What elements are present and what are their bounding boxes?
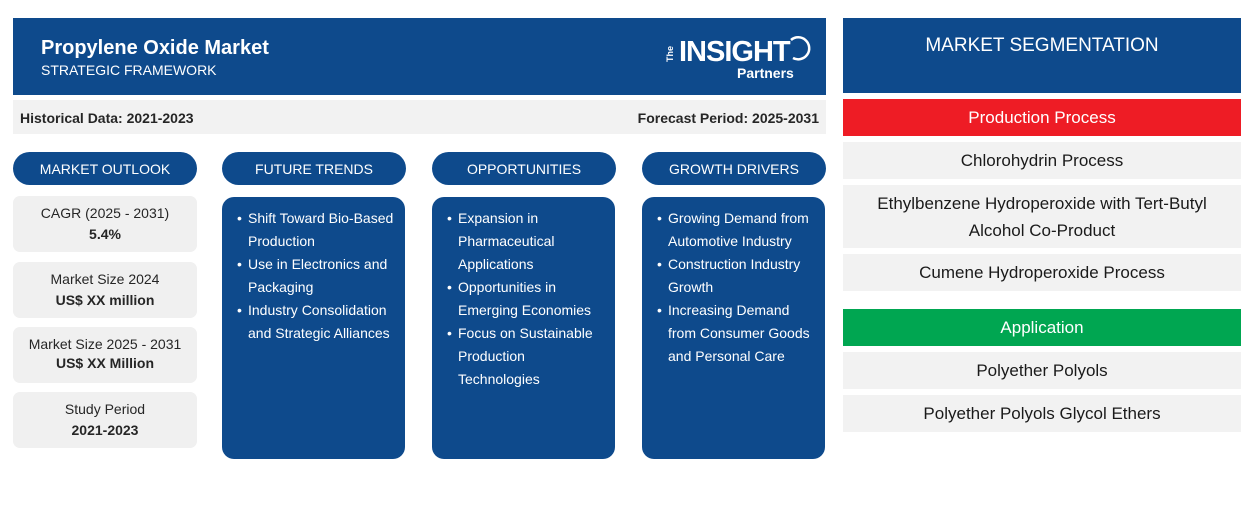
- list-item: Construction Industry Growth: [657, 253, 819, 299]
- stat-cagr: CAGR (2025 - 2031) 5.4%: [13, 196, 197, 252]
- segment-category-production-process: Production Process: [843, 99, 1241, 136]
- stat-value: US$ XX million: [55, 292, 155, 308]
- segment-item: Chlorohydrin Process: [843, 142, 1241, 179]
- opportunities-pill: OPPORTUNITIES: [432, 152, 616, 185]
- segmentation-title: MARKET SEGMENTATION: [843, 18, 1241, 93]
- historical-data: Historical Data: 2021-2023: [20, 110, 194, 126]
- stat-market-size-forecast: Market Size 2025 - 2031 US$ XX Million: [13, 327, 197, 383]
- stat-label: Market Size 2025 - 2031: [28, 336, 182, 352]
- growth-drivers-pill: GROWTH DRIVERS: [642, 152, 826, 185]
- stat-study-period: Study Period 2021-2023: [13, 392, 197, 448]
- stat-value: 2021-2023: [71, 422, 139, 438]
- segment-item: Cumene Hydroperoxide Process: [843, 254, 1241, 291]
- opportunities-list: Expansion in Pharmaceutical Applications…: [432, 197, 615, 391]
- page-subtitle: STRATEGIC FRAMEWORK: [41, 62, 217, 78]
- list-item: Expansion in Pharmaceutical Applications: [447, 207, 609, 276]
- opportunities-panel: Expansion in Pharmaceutical Applications…: [432, 197, 615, 459]
- header-banner: Propylene Oxide Market STRATEGIC FRAMEWO…: [13, 18, 826, 95]
- segment-item: Polyether Polyols: [843, 352, 1241, 389]
- list-item: Increasing Demand from Consumer Goods an…: [657, 299, 819, 368]
- stat-market-size-2024: Market Size 2024 US$ XX million: [13, 262, 197, 318]
- list-item: Opportunities in Emerging Economies: [447, 276, 609, 322]
- insight-partners-logo: The INSIGHT Partners: [665, 34, 815, 82]
- logo-insight: INSIGHT: [679, 36, 791, 68]
- stat-value: US$ XX Million: [55, 355, 154, 371]
- growth-drivers-panel: Growing Demand from Automotive Industry …: [642, 197, 825, 459]
- stat-label: CAGR (2025 - 2031): [40, 205, 170, 221]
- list-item: Growing Demand from Automotive Industry: [657, 207, 819, 253]
- segment-category-application: Application: [843, 309, 1241, 346]
- future-trends-panel: Shift Toward Bio-Based Production Use in…: [222, 197, 405, 459]
- segment-item: Polyether Polyols Glycol Ethers: [843, 395, 1241, 432]
- future-trends-list: Shift Toward Bio-Based Production Use in…: [222, 197, 405, 345]
- future-trends-pill: FUTURE TRENDS: [222, 152, 406, 185]
- stat-label: Market Size 2024: [50, 271, 160, 287]
- growth-drivers-list: Growing Demand from Automotive Industry …: [642, 197, 825, 368]
- forecast-period: Forecast Period: 2025-2031: [637, 110, 819, 126]
- stat-label: Study Period: [64, 401, 146, 417]
- list-item: Shift Toward Bio-Based Production: [237, 207, 399, 253]
- logo-swoosh-icon: [790, 36, 811, 61]
- logo-the: The: [665, 46, 675, 63]
- segment-item: Ethylbenzene Hydroperoxide with Tert-But…: [843, 185, 1241, 248]
- market-outlook-pill: MARKET OUTLOOK: [13, 152, 197, 185]
- logo-partners: Partners: [737, 65, 794, 81]
- list-item: Industry Consolidation and Strategic All…: [237, 299, 399, 345]
- list-item: Use in Electronics and Packaging: [237, 253, 399, 299]
- list-item: Focus on Sustainable Production Technolo…: [447, 322, 609, 391]
- stat-value: 5.4%: [89, 226, 121, 242]
- page-title: Propylene Oxide Market: [41, 37, 269, 59]
- period-bar: Historical Data: 2021-2023 Forecast Peri…: [13, 100, 826, 134]
